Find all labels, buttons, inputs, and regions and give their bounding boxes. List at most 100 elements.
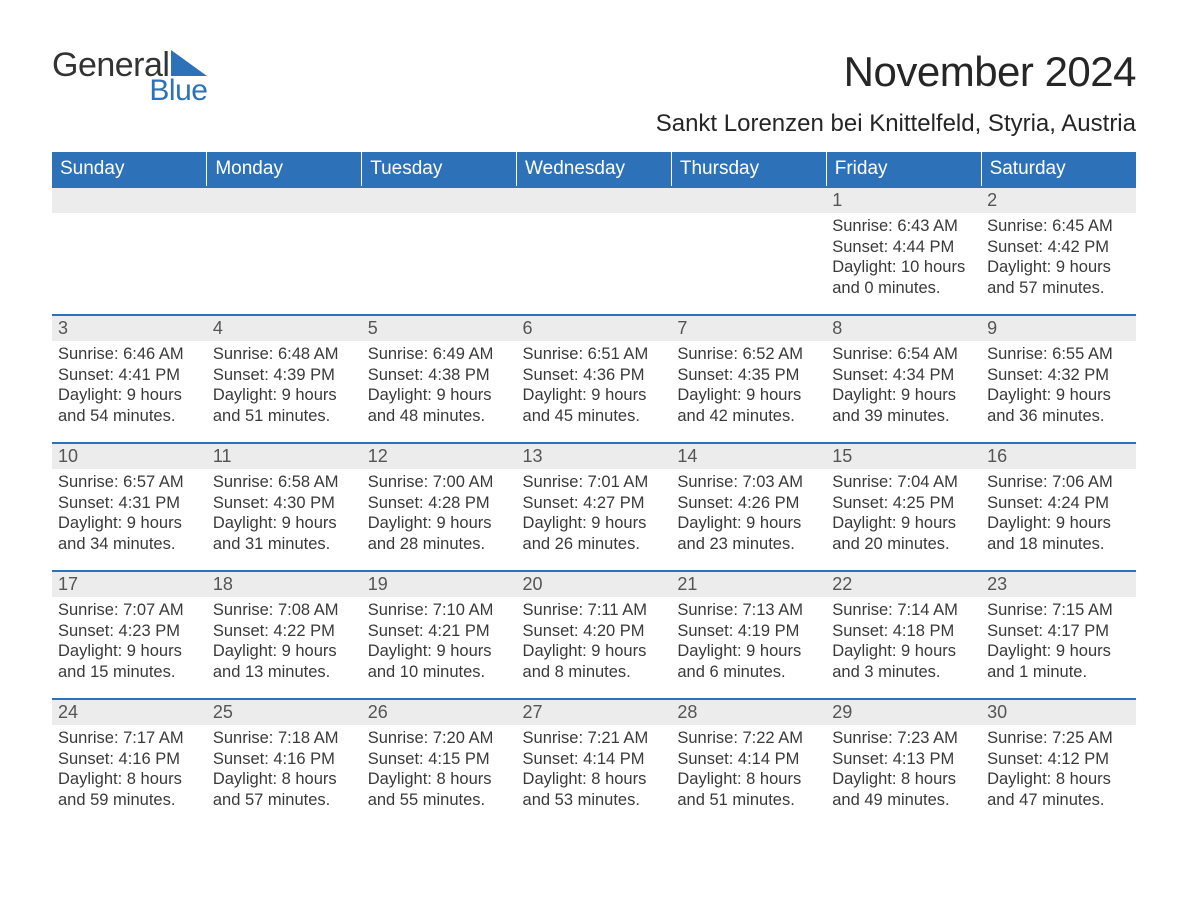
calendar-cell: 2Sunrise: 6:45 AMSunset: 4:42 PMDaylight… — [981, 186, 1136, 314]
calendar-cell: 13Sunrise: 7:01 AMSunset: 4:27 PMDayligh… — [517, 442, 672, 570]
daylight2-text: and 31 minutes. — [213, 534, 356, 555]
daylight2-text: and 48 minutes. — [368, 406, 511, 427]
calendar-cell: 1Sunrise: 6:43 AMSunset: 4:44 PMDaylight… — [826, 186, 981, 314]
daylight1-text: Daylight: 9 hours — [987, 513, 1130, 534]
daylight1-text: Daylight: 9 hours — [213, 513, 356, 534]
daylight2-text: and 49 minutes. — [832, 790, 975, 811]
day-number: 10 — [52, 444, 207, 469]
calendar-cell: 25Sunrise: 7:18 AMSunset: 4:16 PMDayligh… — [207, 698, 362, 826]
daylight2-text: and 51 minutes. — [213, 406, 356, 427]
logo-triangle-icon — [171, 50, 207, 76]
daylight1-text: Daylight: 9 hours — [832, 641, 975, 662]
calendar-cell: 29Sunrise: 7:23 AMSunset: 4:13 PMDayligh… — [826, 698, 981, 826]
day-number: 16 — [981, 444, 1136, 469]
day-number: 4 — [207, 316, 362, 341]
day-number: 5 — [362, 316, 517, 341]
day-number: 29 — [826, 700, 981, 725]
sunset-text: Sunset: 4:27 PM — [523, 493, 666, 514]
calendar-cell: 11Sunrise: 6:58 AMSunset: 4:30 PMDayligh… — [207, 442, 362, 570]
daylight1-text: Daylight: 9 hours — [523, 641, 666, 662]
day-details: Sunrise: 6:46 AMSunset: 4:41 PMDaylight:… — [52, 341, 207, 431]
day-details: Sunrise: 7:21 AMSunset: 4:14 PMDaylight:… — [517, 725, 672, 815]
day-details: Sunrise: 7:20 AMSunset: 4:15 PMDaylight:… — [362, 725, 517, 815]
day-details: Sunrise: 7:25 AMSunset: 4:12 PMDaylight:… — [981, 725, 1136, 815]
calendar-week-row: 3Sunrise: 6:46 AMSunset: 4:41 PMDaylight… — [52, 314, 1136, 442]
day-details: Sunrise: 7:10 AMSunset: 4:21 PMDaylight:… — [362, 597, 517, 687]
day-number — [52, 188, 207, 213]
sunrise-text: Sunrise: 7:23 AM — [832, 728, 975, 749]
sunset-text: Sunset: 4:38 PM — [368, 365, 511, 386]
day-number: 24 — [52, 700, 207, 725]
daylight2-text: and 59 minutes. — [58, 790, 201, 811]
daylight1-text: Daylight: 8 hours — [832, 769, 975, 790]
sunrise-text: Sunrise: 6:43 AM — [832, 216, 975, 237]
daylight1-text: Daylight: 8 hours — [523, 769, 666, 790]
day-details: Sunrise: 7:07 AMSunset: 4:23 PMDaylight:… — [52, 597, 207, 687]
daylight1-text: Daylight: 8 hours — [58, 769, 201, 790]
sunrise-text: Sunrise: 7:07 AM — [58, 600, 201, 621]
day-number: 22 — [826, 572, 981, 597]
day-details: Sunrise: 6:58 AMSunset: 4:30 PMDaylight:… — [207, 469, 362, 559]
daylight2-text: and 23 minutes. — [677, 534, 820, 555]
daylight2-text: and 36 minutes. — [987, 406, 1130, 427]
header: General Blue November 2024 Sankt Lorenze… — [52, 48, 1136, 148]
daylight1-text: Daylight: 9 hours — [832, 385, 975, 406]
calendar-cell: 23Sunrise: 7:15 AMSunset: 4:17 PMDayligh… — [981, 570, 1136, 698]
day-details: Sunrise: 7:17 AMSunset: 4:16 PMDaylight:… — [52, 725, 207, 815]
day-details: Sunrise: 7:08 AMSunset: 4:22 PMDaylight:… — [207, 597, 362, 687]
calendar-cell: 20Sunrise: 7:11 AMSunset: 4:20 PMDayligh… — [517, 570, 672, 698]
calendar-page: General Blue November 2024 Sankt Lorenze… — [0, 0, 1188, 866]
day-number: 6 — [517, 316, 672, 341]
sunrise-text: Sunrise: 7:17 AM — [58, 728, 201, 749]
calendar-cell — [517, 186, 672, 314]
daylight2-text: and 55 minutes. — [368, 790, 511, 811]
weekday-header: Sunday — [52, 152, 207, 186]
sunset-text: Sunset: 4:15 PM — [368, 749, 511, 770]
sunrise-text: Sunrise: 7:10 AM — [368, 600, 511, 621]
day-details: Sunrise: 7:14 AMSunset: 4:18 PMDaylight:… — [826, 597, 981, 687]
daylight2-text: and 45 minutes. — [523, 406, 666, 427]
day-number: 11 — [207, 444, 362, 469]
calendar-cell: 27Sunrise: 7:21 AMSunset: 4:14 PMDayligh… — [517, 698, 672, 826]
daylight2-text: and 34 minutes. — [58, 534, 201, 555]
calendar-cell: 26Sunrise: 7:20 AMSunset: 4:15 PMDayligh… — [362, 698, 517, 826]
calendar-cell: 3Sunrise: 6:46 AMSunset: 4:41 PMDaylight… — [52, 314, 207, 442]
sunset-text: Sunset: 4:34 PM — [832, 365, 975, 386]
sunrise-text: Sunrise: 6:49 AM — [368, 344, 511, 365]
day-number: 9 — [981, 316, 1136, 341]
calendar-week-row: 17Sunrise: 7:07 AMSunset: 4:23 PMDayligh… — [52, 570, 1136, 698]
sunrise-text: Sunrise: 7:11 AM — [523, 600, 666, 621]
month-title: November 2024 — [656, 48, 1136, 96]
calendar-week-row: 24Sunrise: 7:17 AMSunset: 4:16 PMDayligh… — [52, 698, 1136, 826]
day-details: Sunrise: 6:49 AMSunset: 4:38 PMDaylight:… — [362, 341, 517, 431]
day-number: 15 — [826, 444, 981, 469]
calendar-cell — [671, 186, 826, 314]
calendar-cell: 8Sunrise: 6:54 AMSunset: 4:34 PMDaylight… — [826, 314, 981, 442]
daylight2-text: and 51 minutes. — [677, 790, 820, 811]
sunrise-text: Sunrise: 7:01 AM — [523, 472, 666, 493]
sunrise-text: Sunrise: 6:45 AM — [987, 216, 1130, 237]
location-subtitle: Sankt Lorenzen bei Knittelfeld, Styria, … — [656, 110, 1136, 138]
sunset-text: Sunset: 4:32 PM — [987, 365, 1130, 386]
daylight2-text: and 8 minutes. — [523, 662, 666, 683]
daylight2-text: and 42 minutes. — [677, 406, 820, 427]
daylight2-text: and 54 minutes. — [58, 406, 201, 427]
calendar-cell: 14Sunrise: 7:03 AMSunset: 4:26 PMDayligh… — [671, 442, 826, 570]
daylight1-text: Daylight: 9 hours — [523, 513, 666, 534]
daylight2-text: and 53 minutes. — [523, 790, 666, 811]
calendar-cell: 10Sunrise: 6:57 AMSunset: 4:31 PMDayligh… — [52, 442, 207, 570]
day-number: 12 — [362, 444, 517, 469]
calendar-cell: 22Sunrise: 7:14 AMSunset: 4:18 PMDayligh… — [826, 570, 981, 698]
sunset-text: Sunset: 4:41 PM — [58, 365, 201, 386]
sunrise-text: Sunrise: 7:08 AM — [213, 600, 356, 621]
sunset-text: Sunset: 4:28 PM — [368, 493, 511, 514]
daylight1-text: Daylight: 9 hours — [677, 513, 820, 534]
weekday-header: Tuesday — [362, 152, 517, 186]
day-number: 17 — [52, 572, 207, 597]
day-number: 23 — [981, 572, 1136, 597]
day-number — [207, 188, 362, 213]
day-number: 8 — [826, 316, 981, 341]
daylight2-text: and 28 minutes. — [368, 534, 511, 555]
calendar-cell: 21Sunrise: 7:13 AMSunset: 4:19 PMDayligh… — [671, 570, 826, 698]
weekday-header: Wednesday — [517, 152, 672, 186]
